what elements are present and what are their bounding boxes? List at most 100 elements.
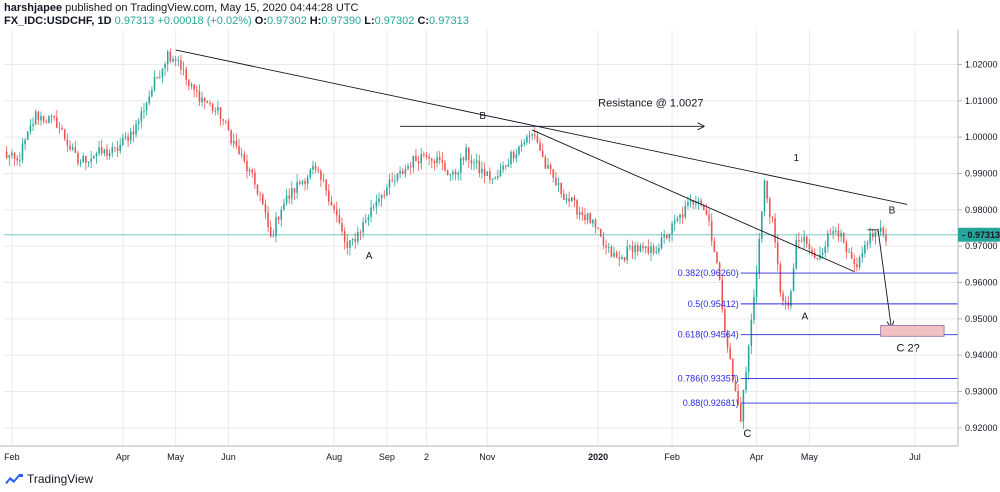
candle <box>536 130 539 144</box>
candle <box>560 182 562 198</box>
candle-body <box>507 164 510 167</box>
candle <box>185 66 187 86</box>
candle-body <box>404 168 407 174</box>
candle-body <box>547 165 549 169</box>
candle <box>214 106 217 116</box>
candle-body <box>423 153 425 155</box>
candle-body <box>372 206 375 208</box>
candle <box>195 85 198 98</box>
candle-body <box>380 195 383 199</box>
candle <box>66 133 69 152</box>
candle-body <box>576 200 578 215</box>
candle-body <box>351 239 354 241</box>
candle <box>343 227 346 250</box>
brand-text[interactable]: TradingView <box>27 472 94 486</box>
candle-body <box>850 251 853 259</box>
candle-body <box>518 146 520 155</box>
candle <box>153 70 156 93</box>
candle <box>77 150 79 167</box>
candle <box>5 146 8 159</box>
candle-body <box>87 161 90 163</box>
candle <box>232 133 235 149</box>
candle <box>372 203 375 211</box>
candle-body <box>251 169 254 173</box>
candle <box>879 220 882 237</box>
candle-body <box>568 198 570 202</box>
candle-body <box>800 241 803 243</box>
candle-body <box>504 165 507 167</box>
candle-body <box>296 182 298 193</box>
candle-body <box>552 169 555 178</box>
candle <box>507 158 510 167</box>
candle-body <box>79 162 82 164</box>
candle <box>784 296 787 310</box>
candle <box>56 110 58 129</box>
candle-body <box>668 233 671 239</box>
candle-body <box>650 246 652 254</box>
candle <box>568 191 570 208</box>
candle-body <box>66 139 69 146</box>
candle <box>248 167 251 176</box>
tradingview-logo-icon[interactable] <box>4 472 24 486</box>
candle <box>829 228 832 235</box>
candle-body <box>116 147 119 151</box>
close-value: 0.97313 <box>429 15 469 27</box>
candle <box>721 275 724 313</box>
candle-body <box>813 252 816 258</box>
low-label: L: <box>364 15 375 27</box>
candle-body <box>536 135 539 143</box>
candle-body <box>386 187 388 196</box>
candle-body <box>729 347 731 359</box>
candle-body <box>452 171 454 175</box>
candle-body <box>364 220 367 223</box>
candle <box>557 177 560 193</box>
candle-body <box>280 209 283 220</box>
candle <box>483 162 486 184</box>
publisher-name[interactable]: harshjapee <box>4 2 63 14</box>
candle <box>396 173 399 183</box>
candle <box>747 344 750 380</box>
candle <box>576 198 578 220</box>
candle-body <box>626 246 628 261</box>
candle <box>528 130 531 144</box>
candle <box>454 168 457 181</box>
candle-body <box>652 246 655 253</box>
candle-body <box>26 131 29 140</box>
candle <box>328 183 330 206</box>
candle <box>615 250 618 259</box>
price-chart[interactable]: 0.382(0.96260) 0.5(0.95412) 0.618(0.94564)… <box>0 28 1000 468</box>
candle-body <box>597 227 599 230</box>
candle <box>100 139 103 156</box>
candle <box>145 101 148 116</box>
candle-body <box>367 216 370 221</box>
candle-body <box>140 111 143 122</box>
candle <box>681 206 684 225</box>
candle <box>137 117 140 131</box>
candle-body <box>24 139 26 145</box>
candle-body <box>581 212 584 216</box>
candle-body <box>776 242 779 265</box>
candle <box>618 250 621 267</box>
x-tick-label: Jun <box>221 452 236 462</box>
candle <box>386 183 388 197</box>
y-tick-label: 0.98000 <box>965 205 998 215</box>
candle-body <box>103 149 106 154</box>
candle-body <box>325 179 327 191</box>
candle-body <box>74 147 77 153</box>
candle <box>708 208 710 227</box>
candle-body <box>314 165 317 170</box>
y-tick-label: 1.00000 <box>965 132 998 142</box>
candle-body <box>48 116 50 123</box>
candle-body <box>549 165 552 170</box>
candle-body <box>174 59 177 61</box>
candle-body <box>298 182 301 184</box>
candle <box>92 154 95 159</box>
candle-body <box>375 201 378 207</box>
candle <box>296 174 298 199</box>
candle-body <box>544 156 547 169</box>
candle-body <box>842 232 845 243</box>
candle <box>882 226 885 238</box>
candle-body <box>563 193 565 200</box>
candle <box>320 168 322 188</box>
candle-body <box>309 169 312 178</box>
